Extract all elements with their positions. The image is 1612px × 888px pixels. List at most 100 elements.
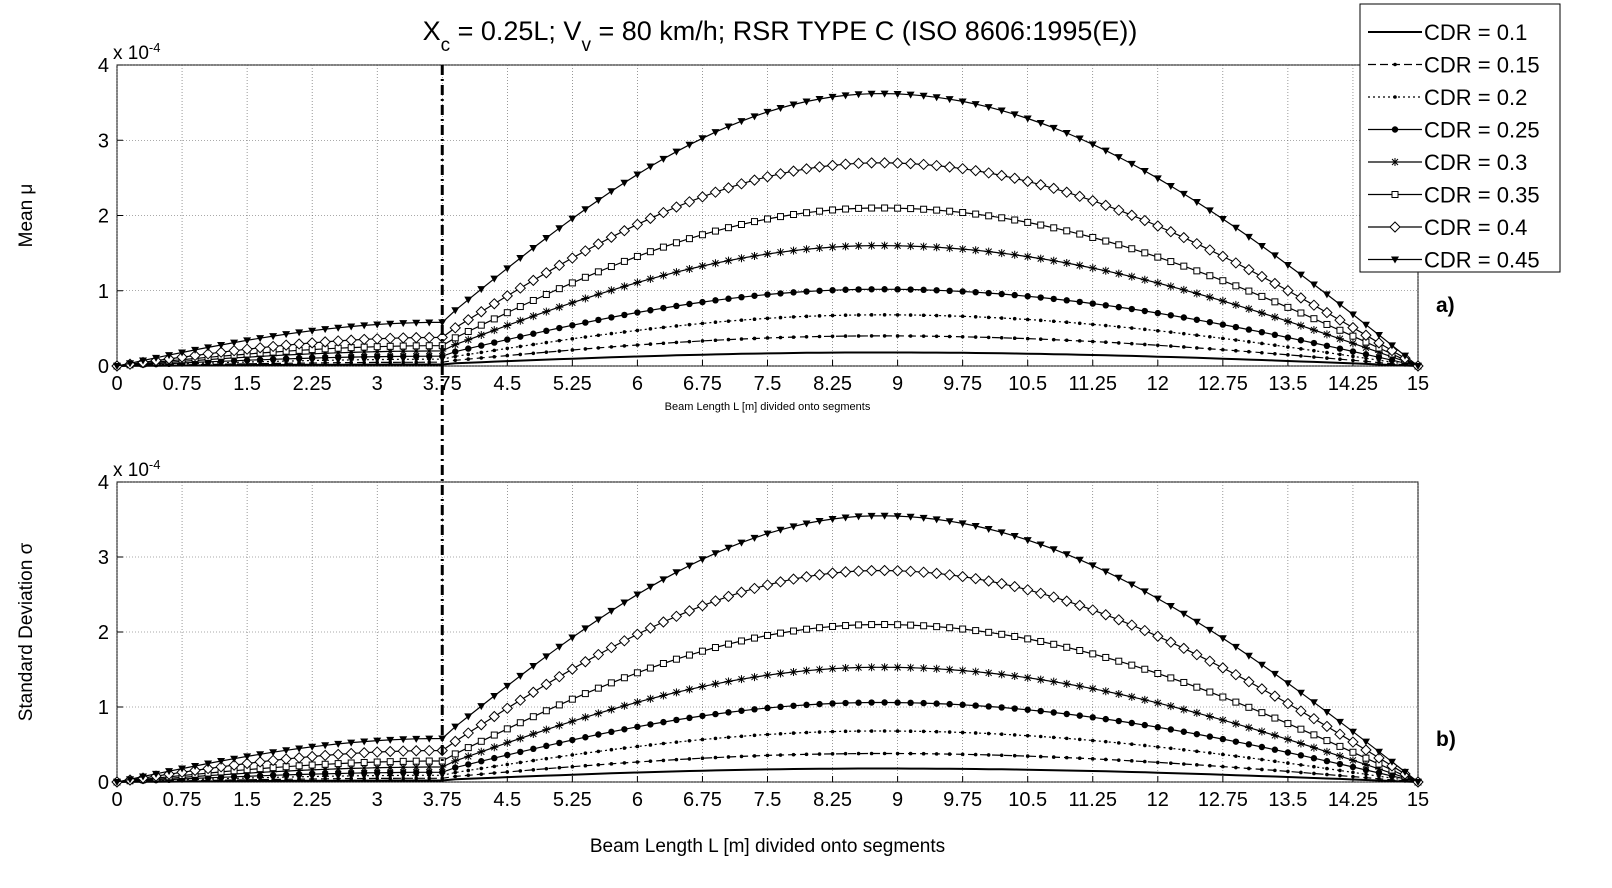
data-point-marker [1126,209,1138,221]
data-point-marker [646,664,654,672]
data-point-marker [202,348,214,360]
data-point-marker [375,776,380,781]
data-point-marker [711,644,719,652]
data-point-marker [1142,327,1147,332]
data-point-marker [1245,703,1253,711]
data-point-marker [998,290,1005,298]
data-point-marker [570,348,575,352]
data-point-marker [1349,763,1357,771]
data-point-marker [542,707,550,715]
data-point-marker [1156,760,1160,765]
y-tick-label: 0 [98,356,109,378]
data-point-marker [1178,231,1190,244]
data-point-marker [1167,674,1175,682]
data-point-marker [984,668,993,677]
data-point-marker [557,754,562,759]
data-point-marker [425,757,433,765]
data-point-marker [854,663,863,672]
data-point-marker [438,319,447,327]
legend-item: CDR = 0.45 [1368,248,1540,273]
data-point-marker [1037,637,1045,645]
data-point-marker [895,729,900,733]
data-point-marker [735,586,748,598]
data-point-marker [672,655,680,663]
data-point-marker [804,730,809,735]
data-point-marker [882,729,887,733]
data-point-marker [1050,640,1058,648]
data-point-marker [605,641,618,654]
data-point-marker [607,679,615,687]
data-point-marker [397,745,409,757]
data-point-marker [843,313,848,317]
data-point-marker [334,764,343,773]
data-point-marker [764,704,771,712]
data-point-marker [867,241,876,250]
data-point-marker [373,758,381,766]
data-point-marker [1295,705,1307,717]
data-point-marker [776,248,785,257]
y-tick-label: 2 [98,206,109,228]
data-point-marker [657,206,670,219]
data-point-marker [1077,321,1082,326]
data-point-marker [646,583,655,591]
data-point-marker [1336,326,1344,334]
data-point-marker [946,700,953,708]
data-point-marker [726,735,731,740]
data-point-marker [777,629,785,637]
data-point-marker [490,275,499,283]
data-point-marker [1050,224,1058,232]
x-tick-label: 9.75 [943,373,982,395]
data-point-marker [1296,271,1305,279]
data-point-marker [412,319,421,327]
data-point-marker [152,770,161,778]
data-point-marker [388,360,393,365]
data-point-marker [462,314,474,326]
data-point-marker [735,178,748,190]
data-point-marker [932,664,941,673]
data-point-marker [1391,126,1399,133]
data-point-marker [347,759,355,767]
data-point-marker [1142,342,1147,347]
data-point-marker [228,344,240,357]
data-point-marker [568,215,577,223]
data-point-marker [1090,322,1095,327]
data-point-marker [1325,356,1329,360]
data-point-marker [1101,568,1110,576]
data-point-marker [412,347,421,356]
data-point-marker [982,575,995,587]
data-point-marker [139,357,148,365]
data-point-marker [204,760,213,768]
data-point-marker [880,90,889,98]
data-point-marker [202,762,214,775]
data-point-marker [1219,735,1227,743]
data-point-marker [1012,316,1017,321]
data-point-marker [969,572,982,585]
data-point-marker [1334,728,1346,740]
data-point-marker [867,512,876,520]
data-point-marker [360,769,368,777]
data-point-marker [1286,761,1290,765]
data-point-marker [583,763,588,768]
data-point-marker [713,320,718,325]
y-axis-label: Mean μ [16,184,37,248]
data-point-marker [1217,662,1229,674]
data-point-marker [347,353,355,361]
data-point-marker [661,325,666,330]
x-tick-label: 3.75 [423,373,462,395]
data-point-marker [971,667,980,676]
data-point-marker [881,204,889,212]
data-point-marker [414,360,419,365]
data-point-marker [1036,675,1045,684]
data-point-marker [453,358,458,363]
data-point-marker [893,513,902,521]
data-point-marker [683,196,696,208]
data-point-marker [113,779,121,786]
data-point-marker [829,206,837,214]
data-point-marker [1260,350,1264,355]
data-point-marker [791,731,796,735]
data-point-marker [959,625,967,633]
data-point-marker [607,607,616,615]
data-point-marker [869,729,874,733]
data-point-marker [1075,682,1084,691]
data-point-marker [308,327,317,335]
